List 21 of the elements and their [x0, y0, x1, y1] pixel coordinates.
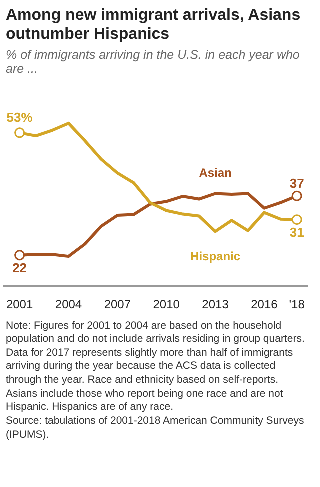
x-tick-label: 2007: [104, 297, 132, 312]
data-label: 22: [12, 260, 28, 275]
point: [14, 250, 26, 260]
series-label: Hispanic: [190, 249, 241, 264]
point: [14, 127, 26, 138]
data-label: 53%: [6, 109, 34, 124]
series-label: Asian: [199, 165, 232, 180]
source-note: Source: tabulations of 2001-2018 American Community Surveys (IPUMS).: [6, 415, 304, 441]
x-tick-label: 2010: [153, 297, 180, 312]
x-tick-label: '18: [289, 297, 306, 312]
chart-title: Among new immigrant arrivals, Asians outnumber Hispanics: [6, 6, 302, 44]
x-tick-label: 2016: [251, 297, 278, 312]
x-tick-label: 2001: [6, 297, 34, 312]
point: [292, 214, 302, 225]
chart-subtitle: % of immigrants arriving in the U.S. in each year who are ...: [6, 48, 301, 76]
x-tick-label: 2004: [55, 297, 82, 312]
data-label: 37: [290, 176, 304, 191]
data-label: 31: [290, 224, 304, 240]
point: [292, 190, 302, 201]
x-tick-label: 2013: [202, 297, 230, 312]
text: Note: Figures for 2001 to 2004 are based on the household population and do not include arrivals residing in group quarters. Data for 2017 represents slightly more than half of immigrants arriving during the year because the ACS data is collected through the year. Race and ethnicity based on self-reports. Asians include those who report being one race and are not Hispanic. Hispanics are of any race.: [6, 320, 305, 414]
